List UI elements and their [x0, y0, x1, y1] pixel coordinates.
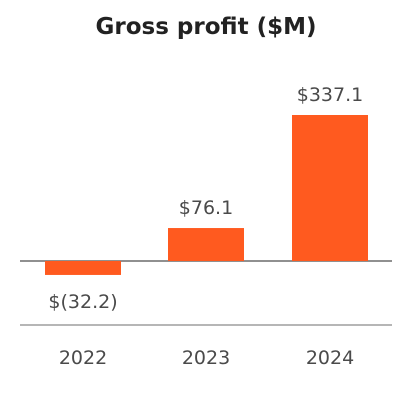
data-label-2024: $337.1 — [297, 84, 363, 106]
x-tick-label-2022: 2022 — [59, 347, 107, 369]
x-tick-label-2024: 2024 — [306, 347, 354, 369]
bar-2024 — [292, 115, 368, 261]
data-label-2022: $(32.2) — [48, 291, 117, 313]
chart-title: Gross profit ($M) — [95, 14, 317, 40]
x-tick-label-2023: 2023 — [182, 347, 230, 369]
data-label-2023: $76.1 — [179, 197, 233, 219]
bar-2023 — [168, 228, 244, 261]
bar-2022 — [45, 261, 121, 275]
